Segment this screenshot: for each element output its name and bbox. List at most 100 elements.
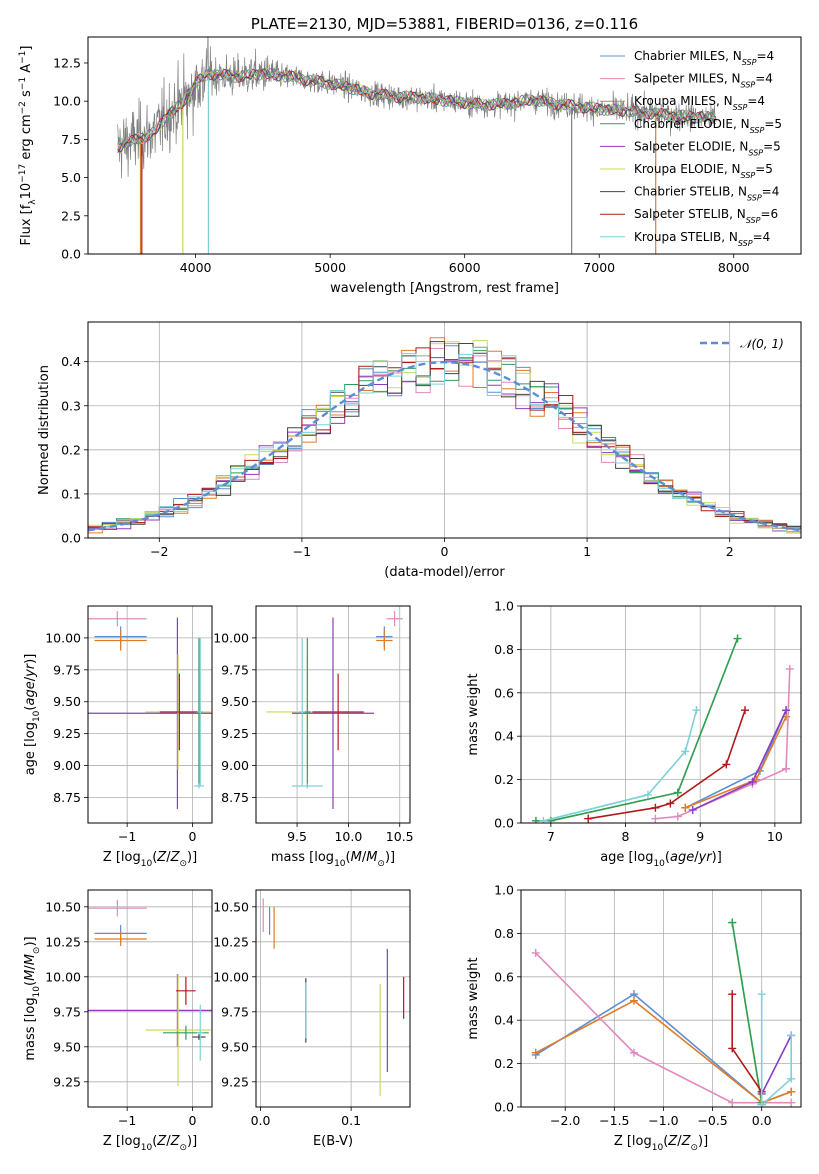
x-tick-label: 2	[726, 544, 734, 559]
panel-spectrum: 4000 5000 6000 7000 8000 0.0 2.5 5.0 7.5 10.0 12.5…	[18, 15, 802, 296]
weight-marker	[785, 664, 794, 673]
y-tick-label: 12.5	[53, 55, 81, 70]
y-tick-label: 0.4	[61, 354, 81, 369]
x-tick-label: 8000	[718, 260, 750, 275]
y-tick-label: 0.2	[494, 1056, 514, 1071]
axes-frame	[255, 889, 411, 1108]
plot-area	[266, 611, 403, 809]
x-axis-label: E(B-V)	[313, 1134, 353, 1149]
x-tick-label: −1	[293, 544, 311, 559]
y-tick-label: 0.2	[61, 442, 81, 457]
weight-marker	[629, 1048, 638, 1057]
plot-area	[262, 898, 405, 1096]
axes-frame	[255, 605, 411, 824]
axes-frame	[87, 605, 213, 824]
y-tick-label: 10.0	[53, 94, 81, 109]
y-tick-label: 9.75	[53, 662, 81, 677]
y-tick-label: 0.0	[61, 247, 81, 262]
y-tick-label: 0.0	[494, 1100, 514, 1115]
weight-marker	[643, 790, 652, 799]
y-axis-label: Flux [fλ10−17 erg cm−2 s−1 A−1]	[18, 46, 38, 246]
x-tick-label: 8	[622, 829, 630, 844]
x-tick-label: 7	[547, 829, 555, 844]
y-tick-label: 9.75	[221, 1004, 249, 1019]
chart-title: PLATE=2130, MJD=53881, FIBERID=0136, z=0…	[251, 15, 638, 33]
x-tick-label: 0.0	[752, 1113, 772, 1128]
panel-age_vs_Z: −1 0 8.75 9.00 9.25 9.50 9.75 10.00 Z [log10(Z/Z…	[23, 605, 213, 869]
y-axis-label: Normed distribution	[37, 365, 52, 495]
weight-marker	[666, 799, 675, 808]
x-tick-label: −1	[118, 829, 136, 844]
model-salpeter-elodie	[117, 68, 716, 149]
y-tick-label: 0.1	[61, 486, 81, 501]
weight-marker	[757, 1100, 766, 1107]
weight-marker	[681, 747, 690, 756]
y-tick-label: 0.4	[494, 729, 514, 744]
legend-label: Chabrier MILES, NSSP=4	[634, 49, 774, 67]
y-tick-label: 9.75	[53, 1004, 81, 1019]
y-tick-label: 9.00	[53, 758, 81, 773]
x-tick-label: 5000	[314, 260, 346, 275]
x-tick-label: 10.0	[334, 829, 362, 844]
weight-marker	[728, 918, 737, 927]
weight-marker	[728, 1098, 737, 1107]
x-tick-label: 7000	[583, 260, 615, 275]
panel-weight_vs_age: 7 8 9 10 0.0 0.2 0.4 0.6 0.8 1.0 age [log10(age/yr…	[466, 599, 802, 869]
y-tick-label: 1.0	[494, 599, 514, 614]
legend-label: Kroupa ELODIE, NSSP=5	[634, 162, 773, 180]
y-tick-label: 10.50	[213, 899, 249, 914]
x-tick-label: 9.5	[287, 829, 307, 844]
weight-marker	[787, 1098, 796, 1107]
x-axis-label: Z [log10(Z/Z⊙)]	[103, 1134, 197, 1153]
axes-frame	[520, 605, 802, 824]
weight-marker	[692, 706, 701, 715]
panel-mass_vs_EBV: 0.0 0.1 9.25 9.50 9.75 10.00 10.25 10.50 E(B-V)	[213, 889, 411, 1149]
weight-line	[535, 638, 739, 822]
weight-line	[760, 1035, 792, 1095]
panel-weight_vs_Z: −2.0 −1.5 −1.0 −0.5 0.0 0.0 0.2 0.4 0.6 0.8 1.0 Z […	[466, 883, 802, 1153]
plot-area	[88, 899, 212, 1086]
model-chabrier-elodie	[117, 68, 716, 147]
residual-histogram	[88, 346, 801, 533]
y-axis-label: mass [log10(M/M⊙)]	[23, 936, 42, 1060]
y-tick-label: 10.00	[213, 630, 249, 645]
y-tick-label: 0.3	[61, 398, 81, 413]
weight-marker	[787, 1087, 796, 1096]
panel-residuals: −2 −1 0 1 2 0.0 0.1 0.2 0.3 0.4 (data-model)/error…	[37, 321, 802, 580]
y-tick-label: 9.75	[221, 662, 249, 677]
y-tick-label: 0.0	[61, 531, 81, 546]
weight-marker	[673, 812, 682, 821]
x-tick-label: 9	[696, 829, 704, 844]
x-axis-label: Z [log10(Z/Z⊙)]	[614, 1134, 708, 1153]
x-tick-label: 0.1	[341, 1113, 361, 1128]
weight-marker	[673, 788, 682, 797]
y-tick-label: 0.6	[494, 685, 514, 700]
plot-area	[88, 337, 801, 536]
panel-mass_vs_Z: −1 0 9.25 9.50 9.75 10.00 10.25 10.50 Z [log10(Z…	[23, 889, 213, 1153]
weight-marker	[722, 760, 731, 769]
x-tick-label: 0	[188, 829, 196, 844]
axes-frame	[520, 889, 802, 1108]
legend-label: Salpeter ELODIE, NSSP=5	[634, 139, 781, 157]
weight-marker	[651, 814, 660, 823]
y-tick-label: 0.8	[494, 642, 514, 657]
y-tick-label: 9.50	[53, 1039, 81, 1054]
x-axis-label: wavelength [Angstrom, rest frame]	[330, 281, 559, 296]
y-tick-label: 0.8	[494, 926, 514, 941]
weight-marker	[688, 805, 697, 814]
y-tick-label: 10.25	[45, 934, 81, 949]
weight-marker	[787, 1074, 796, 1083]
y-tick-label: 9.50	[221, 694, 249, 709]
x-tick-label: −1.5	[599, 1113, 629, 1128]
legend-label: Kroupa MILES, NSSP=4	[634, 94, 765, 112]
y-tick-label: 1.0	[494, 883, 514, 898]
y-tick-label: 8.75	[221, 790, 249, 805]
y-tick-label: 8.75	[53, 790, 81, 805]
weight-marker	[782, 706, 791, 715]
y-tick-label: 10.25	[213, 934, 249, 949]
x-tick-label: −2.0	[550, 1113, 580, 1128]
weight-marker	[629, 996, 638, 1005]
y-tick-label: 7.5	[61, 132, 81, 147]
y-axis-label: mass weight	[466, 673, 481, 755]
x-tick-label: 6000	[449, 260, 481, 275]
